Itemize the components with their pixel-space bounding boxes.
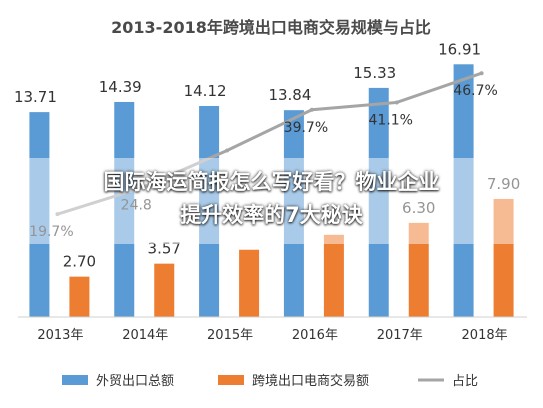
legend-swatch [218,375,244,385]
bar-export-total [199,105,220,318]
x-tick-label: 2014年 [122,328,168,343]
x-tick-label: 2015年 [207,328,253,343]
line-layer: 19.7% 24.8 39.7% 41.1% 46.7% [29,71,498,240]
bar-export-total [453,64,474,317]
bar-export-total-label: 15.33 [353,64,396,82]
bar-ecommerce-export-label: 3.57 [148,240,181,258]
bar-ecommerce-export [493,198,514,317]
x-tick-labels: 2013年 2014年 2015年 2016年 2017年 2018年 [37,328,507,343]
bar-export-total [114,101,135,317]
share-point-label: 39.7% [284,120,328,136]
bar-export-total-label: 16.91 [438,40,481,58]
bar-ecommerce-export [408,222,429,317]
bar-ecommerce-export [69,276,90,317]
share-point-label: 46.7% [453,83,497,99]
x-tick-label: 2018年 [462,328,508,343]
x-tick-label: 2013年 [37,328,83,343]
share-point [479,71,484,76]
share-point [394,100,399,105]
bar-ecommerce-export [323,234,344,317]
overlay-band [0,158,543,244]
overlay-headline-line-2: 提升效率的7大秘诀 [180,203,363,227]
legend-label: 跨境出口电商交易额 [252,373,369,389]
share-point-label: 24.8 [121,198,152,214]
bar-ecommerce-export-label: 6.30 [402,199,435,217]
bar-export-total-label: 14.39 [99,78,142,96]
share-point-label: 41.1% [369,112,413,128]
share-line [56,71,483,216]
bar-export-total [283,110,304,318]
bar-ecommerce-export [239,249,260,317]
legend-label: 外贸出口总额 [96,374,174,389]
bar-ecommerce-export-label: 7.90 [487,175,520,193]
bar-export-total [368,87,389,317]
legend-label: 占比 [452,374,478,389]
overlay-headline: 国际海运简报怎么写好看？物业企业 提升效率的7大秘诀 [0,166,543,232]
bar-ecommerce-export [154,263,175,317]
x-tick-label: 2017年 [377,328,423,343]
bar-export-total-label: 13.84 [268,86,311,104]
bar-ecommerce-export-label: 2.70 [63,253,96,271]
share-point [140,185,145,190]
legend-swatch [62,375,88,385]
share-point-label: 19.7% [29,224,73,240]
bar-export-total-label: 13.71 [14,88,57,106]
share-point [225,148,230,153]
bar-export-total [29,112,50,317]
bars-layer: 13.71 2.70 14.39 3.57 14.12 13.84 15.33 6.30 16.… [14,40,520,318]
chart-title: 2013-2018年跨境出口电商交易规模与占比 [111,18,431,37]
share-point [309,107,314,112]
bar-export-total-label: 14.12 [184,82,227,100]
legend: 外贸出口总额 跨境出口电商交易额 占比 [62,373,478,389]
x-tick-label: 2016年 [292,328,338,343]
share-point [55,212,60,217]
overlay-headline-line-1: 国际海运简报怎么写好看？物业企业 [103,170,440,194]
